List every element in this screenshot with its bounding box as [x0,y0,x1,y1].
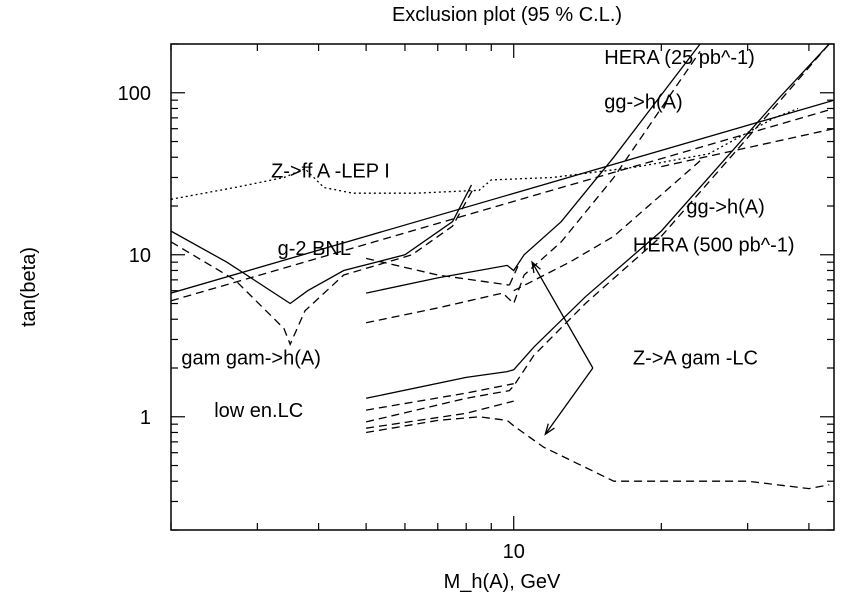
annotation-arrow [544,367,594,435]
x-axis-label: M_h(A), GeV [444,571,561,593]
arrow-head [531,260,541,274]
x-tick-label: 10 [503,541,525,563]
series-line-dashed [365,257,510,286]
y-tick-label: 100 [118,83,151,105]
arrow-head [544,423,555,436]
annotation-label: g-2 BNL [278,238,351,260]
series-line-dashed [513,160,701,292]
annotation-label: low en.LC [214,400,303,422]
series-line-dashed [365,44,830,423]
annotation-arrow [531,261,594,369]
y-tick-label: 1 [140,407,151,429]
annotation-label: gam gam->h(A) [181,348,321,370]
annotation-label: gg->h(A) [686,196,764,218]
series-line-dashed [508,265,519,286]
arrows-group [531,260,594,436]
series-group [171,44,834,490]
chart-title: Exclusion plot (95 % C.L.) [392,4,622,26]
series-line-solid [171,184,473,305]
annotation-label: HERA (25 pb^-1) [604,47,755,69]
y-tick-label: 10 [129,245,151,267]
series-line-dashed [365,51,701,324]
series-line-dashed [171,107,834,302]
series-line-dashed [171,187,475,346]
y-axis-label: tan(beta) [18,247,40,327]
series-line-dashed [661,128,834,168]
series-line-dashed [366,400,514,429]
series-line-dotted [171,107,799,200]
series-line-solid [365,44,830,399]
series-line-dashed [365,416,830,490]
annotation-label: gg->h(A) [604,91,682,113]
annotation-label: HERA (500 pb^-1) [633,234,795,256]
series-line-solid [365,44,701,294]
series-line-solid [171,99,834,294]
annotation-label: Z->A gam -LC [633,348,758,370]
annotations-group: HERA (25 pb^-1) gg->h(A) Z->ff A -LEP I gg-… [181,47,794,422]
axes: 10 1 10 100 [118,43,834,563]
annotation-label: Z->ff A -LEP I [271,160,390,182]
series-line-dashed [365,383,514,411]
plot-frame [170,43,835,531]
